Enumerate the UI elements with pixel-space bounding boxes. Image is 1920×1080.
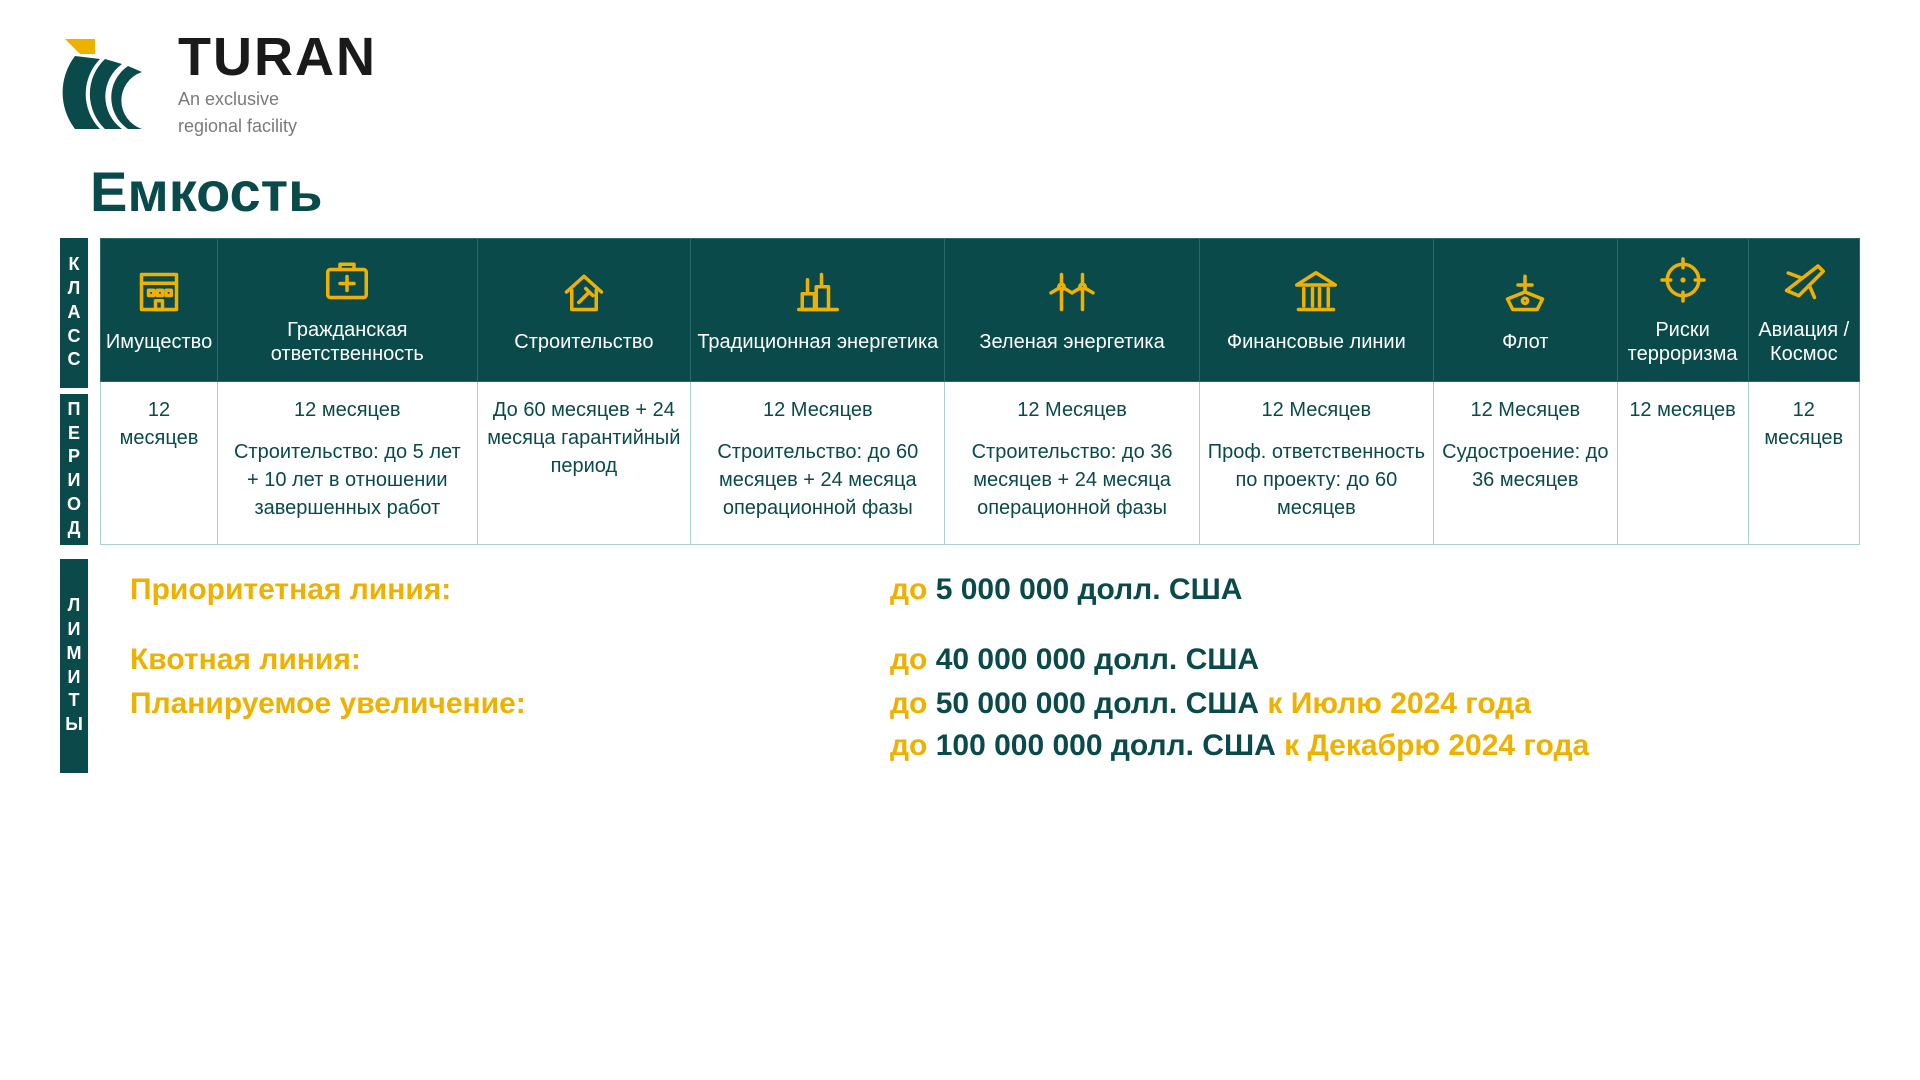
house-hammer-icon <box>482 262 687 322</box>
ship-icon <box>1438 262 1613 322</box>
class-label: Флот <box>1438 330 1613 354</box>
logo-block: TURAN An exclusive regional facility <box>60 30 1860 139</box>
period-cell-green: 12 МесяцевСтроительство: до 36 месяцев +… <box>945 382 1199 544</box>
class-label: Финансовые линии <box>1204 330 1429 354</box>
period-cell-property: 12 месяцев <box>101 382 218 544</box>
limit-priority: Приоритетная линия: до 5 000 000 долл. С… <box>130 573 1850 607</box>
wind-icon <box>949 262 1194 322</box>
logo-icon <box>60 34 160 134</box>
class-header-terror: Риски терроризма <box>1617 238 1748 381</box>
class-label: Строительство <box>482 330 687 354</box>
class-header-energy: Традиционная энергетика <box>691 238 945 381</box>
limit-quota-value: до 40 000 000 долл. США <box>890 643 1259 677</box>
class-header-construct: Строительство <box>477 238 691 381</box>
class-header-row: Имущество Гражданская ответственность Стро… <box>101 238 1860 381</box>
period-cell-liability: 12 месяцевСтроительство: до 5 лет + 10 л… <box>218 382 478 544</box>
class-label: Риски терроризма <box>1622 318 1744 366</box>
logo-tagline-2: regional facility <box>178 115 377 138</box>
limit-planned-line-1: до 100 000 000 долл. США к Декабрю 2024 … <box>890 729 1589 763</box>
class-header-aviation: Авиация / Космос <box>1748 238 1859 381</box>
limit-quota-label: Квотная линия: <box>130 643 890 677</box>
target-icon <box>1622 250 1744 310</box>
limits-body: Приоритетная линия: до 5 000 000 долл. С… <box>100 559 1860 773</box>
class-header-marine: Флот <box>1434 238 1618 381</box>
building-icon <box>105 262 213 322</box>
limit-priority-value: до 5 000 000 долл. США <box>890 573 1242 607</box>
page-title: Емкость <box>90 159 1860 224</box>
period-cell-aviation: 12 месяцев <box>1748 382 1859 544</box>
limit-priority-label: Приоритетная линия: <box>130 573 890 607</box>
period-cell-energy: 12 МесяцевСтроительство: до 60 месяцев +… <box>691 382 945 544</box>
class-label: Авиация / Космос <box>1753 318 1855 366</box>
period-cell-finance: 12 МесяцевПроф. ответственность по проек… <box>1199 382 1433 544</box>
side-label-limits: ЛИМИТЫ <box>60 559 88 773</box>
limit-planned-line-0: до 50 000 000 долл. США к Июлю 2024 года <box>890 687 1589 721</box>
medkit-icon <box>222 250 473 310</box>
class-label: Имущество <box>105 330 213 354</box>
period-row: 12 месяцев12 месяцевСтроительство: до 5 … <box>101 382 1860 544</box>
limit-quota: Квотная линия: до 40 000 000 долл. США <box>130 643 1850 677</box>
logo-tagline-1: An exclusive <box>178 88 377 111</box>
plant-icon <box>695 262 940 322</box>
class-header-finance: Финансовые линии <box>1199 238 1433 381</box>
side-label-period: ПЕРИОД <box>60 394 88 545</box>
period-cell-marine: 12 МесяцевСудостроение: до 36 месяцев <box>1434 382 1618 544</box>
class-label: Традиционная энергетика <box>695 330 940 354</box>
bank-icon <box>1204 262 1429 322</box>
class-header-liability: Гражданская ответственность <box>218 238 478 381</box>
class-label: Гражданская ответственность <box>222 318 473 366</box>
capacity-table: Имущество Гражданская ответственность Стро… <box>100 238 1860 545</box>
period-cell-terror: 12 месяцев <box>1617 382 1748 544</box>
limit-planned-values: до 50 000 000 долл. США к Июлю 2024 года… <box>890 687 1589 763</box>
side-label-class: КЛАСС <box>60 238 88 388</box>
class-header-property: Имущество <box>101 238 218 381</box>
limit-planned: Планируемое увеличение: до 50 000 000 до… <box>130 687 1850 763</box>
class-header-green: Зеленая энергетика <box>945 238 1199 381</box>
period-cell-construct: До 60 месяцев + 24 месяца гарантийный пе… <box>477 382 691 544</box>
logo-name: TURAN <box>178 30 377 84</box>
plane-icon <box>1753 250 1855 310</box>
class-label: Зеленая энергетика <box>949 330 1194 354</box>
limit-planned-label: Планируемое увеличение: <box>130 687 890 721</box>
